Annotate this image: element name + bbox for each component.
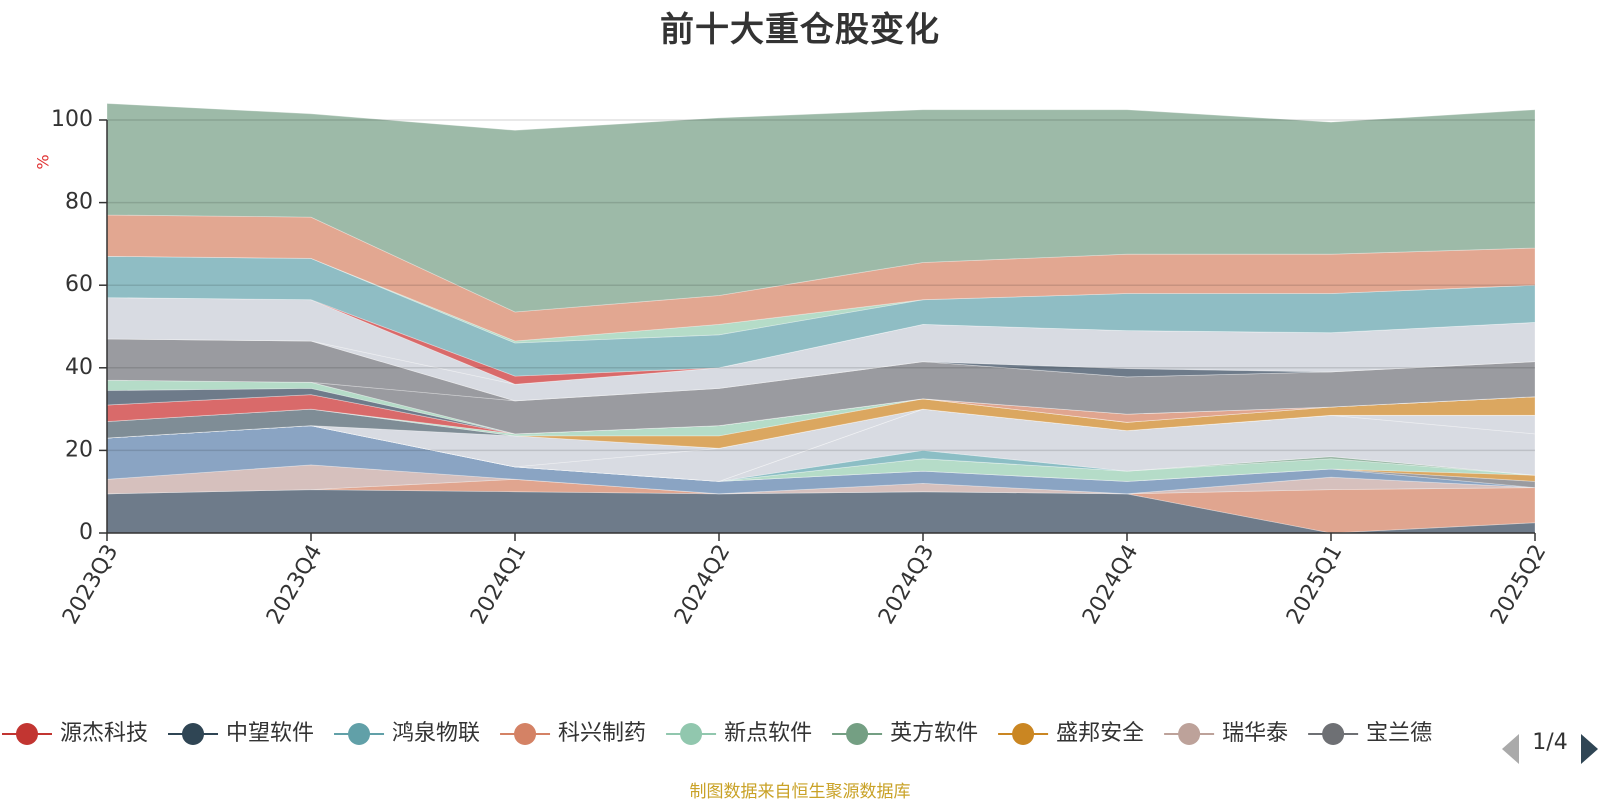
legend-marker-icon	[182, 723, 205, 745]
legend-pager: 1/4	[1502, 730, 1598, 764]
source-note: 制图数据来自恒生聚源数据库	[689, 782, 911, 802]
legend-item[interactable]: 瑞华泰	[1164, 721, 1288, 746]
chart-title: 前十大重仓股变化	[660, 10, 940, 50]
legend-item[interactable]: 科兴制药	[500, 721, 646, 746]
legend-marker-icon	[846, 723, 869, 745]
y-tick-label: 80	[65, 190, 93, 215]
legend-label: 鸿泉物联	[392, 721, 480, 746]
area-series-20	[106, 361, 1536, 435]
legend-item[interactable]: 宝兰德	[1308, 721, 1432, 746]
legend-label: 英方软件	[890, 721, 978, 746]
y-tick-label: 20	[65, 437, 93, 462]
legend-marker-icon	[1178, 723, 1201, 745]
legend-item[interactable]: 盛邦安全	[998, 721, 1144, 746]
legend: 源杰科技 中望软件 鸿泉物联 科兴制药 新点软件 英方软件 盛邦安全 瑞华泰 宝兰德	[2, 721, 1432, 746]
x-tick-label: 2023Q3	[58, 541, 123, 629]
legend-marker-icon	[16, 723, 38, 745]
legend-page-indicator: 1/4	[1532, 730, 1567, 755]
x-tick-label: 2025Q2	[1486, 541, 1551, 629]
legend-prev-icon[interactable]	[1502, 734, 1519, 764]
y-tick-label: 0	[79, 520, 93, 545]
legend-label: 盛邦安全	[1056, 721, 1144, 746]
legend-item[interactable]: 新点软件	[666, 721, 812, 746]
area-series-11	[106, 408, 1535, 482]
x-tick-label: 2024Q3	[874, 541, 939, 629]
legend-marker-icon	[1322, 723, 1345, 745]
y-tick-label: 100	[51, 107, 93, 132]
legend-marker-icon	[348, 723, 371, 745]
legend-label: 新点软件	[724, 721, 812, 746]
grid-lines	[107, 119, 1535, 452]
legend-label: 中望软件	[226, 721, 314, 746]
y-tick-label: 60	[65, 272, 93, 297]
stacked-areas	[106, 103, 1536, 534]
legend-marker-icon	[1012, 723, 1035, 745]
legend-marker-icon	[680, 723, 703, 745]
legend-label: 源杰科技	[60, 721, 148, 746]
legend-item[interactable]: 中望软件	[168, 721, 314, 746]
legend-item[interactable]: 鸿泉物联	[334, 721, 480, 746]
legend-item[interactable]: 英方软件	[832, 721, 978, 746]
area-series-29	[106, 103, 1536, 313]
legend-marker-icon	[514, 723, 537, 745]
legend-next-icon[interactable]	[1581, 734, 1598, 764]
x-tick-label: 2024Q4	[1078, 541, 1143, 629]
legend-label: 科兴制药	[558, 721, 646, 746]
legend-label: 瑞华泰	[1222, 721, 1288, 746]
y-axis-label: %	[34, 154, 53, 169]
y-tick-label: 40	[65, 355, 93, 380]
x-tick-label: 2023Q4	[262, 541, 327, 629]
x-tick-label: 2024Q2	[670, 541, 735, 629]
x-tick-label: 2024Q1	[466, 541, 531, 629]
legend-label: 宝兰德	[1366, 721, 1432, 746]
x-tick-label: 2025Q1	[1282, 541, 1347, 629]
legend-item[interactable]: 源杰科技	[2, 721, 148, 746]
